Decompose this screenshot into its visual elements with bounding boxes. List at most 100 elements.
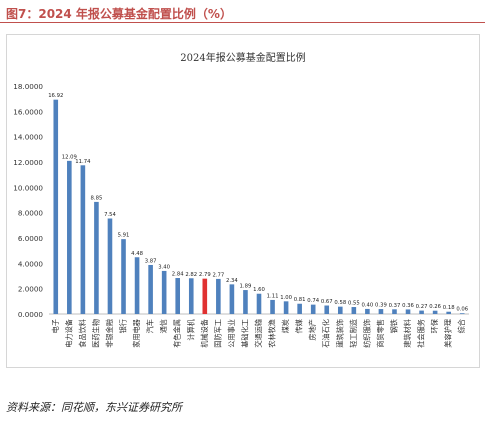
- category-label: 交通运输: [254, 319, 263, 348]
- chart-frame: 2024年报公募基金配置比例 0.0000 2.0000 4.0000 6.0000 8…: [6, 34, 480, 368]
- bar: [216, 278, 221, 314]
- category-label: 建筑材料: [403, 319, 412, 348]
- bar: [351, 307, 357, 314]
- bar: [80, 165, 86, 314]
- category-label: 房地产: [308, 319, 317, 341]
- value-label: 0.58: [334, 300, 346, 306]
- category-label: 美容护理: [444, 319, 453, 348]
- value-label: 4.48: [131, 251, 143, 257]
- category-label: 农林牧渔: [268, 319, 277, 348]
- y-tick-label: 12.0000: [13, 158, 43, 167]
- bar-chart: 2024年报公募基金配置比例 0.0000 2.0000 4.0000 6.0000 8…: [13, 51, 469, 348]
- bar: [283, 301, 289, 314]
- bar-layer: [53, 99, 465, 315]
- category-label: 综合: [457, 319, 466, 333]
- value-label: 2.82: [185, 272, 197, 278]
- value-label: 1.11: [267, 293, 279, 299]
- bar: [148, 264, 153, 314]
- bar: [53, 99, 59, 315]
- bar: [378, 309, 384, 314]
- category-label: 商贸零售: [376, 319, 385, 348]
- value-label: 12.09: [62, 154, 77, 160]
- value-label: 0.27: [416, 304, 428, 310]
- category-label: 国防军工: [213, 319, 222, 348]
- bar: [419, 310, 424, 314]
- value-label: 1.00: [280, 295, 292, 301]
- source-note: 资料来源：同花顺，东兴证券研究所: [6, 401, 182, 414]
- value-label: 5.91: [118, 233, 130, 239]
- bar: [202, 278, 208, 314]
- bar: [107, 218, 113, 314]
- y-tick-label: 0.0000: [18, 310, 44, 319]
- category-label: 建筑装饰: [335, 319, 344, 348]
- bar: [94, 201, 99, 314]
- bar: [405, 309, 411, 314]
- y-tick-label: 10.0000: [13, 183, 43, 192]
- bar: [121, 239, 126, 314]
- value-label: 0.74: [307, 298, 319, 304]
- category-label: 家用电器: [132, 319, 141, 348]
- value-label: 3.87: [145, 258, 157, 264]
- value-label: 7.54: [104, 212, 116, 218]
- value-label: 3.40: [158, 264, 170, 270]
- bar: [243, 290, 248, 314]
- y-tick-label: 8.0000: [18, 209, 44, 218]
- value-label: 0.55: [348, 301, 360, 307]
- category-label: 汽车: [146, 319, 155, 333]
- bar: [446, 311, 451, 314]
- category-label: 钢铁: [389, 319, 398, 333]
- value-label: 2.34: [226, 278, 238, 284]
- category-label: 医药生物: [91, 319, 100, 348]
- y-tick-label: 14.0000: [13, 133, 43, 142]
- category-label: 煤炭: [281, 319, 290, 333]
- bar: [229, 284, 235, 314]
- bar: [324, 305, 330, 314]
- category-label: 电子: [51, 319, 60, 333]
- value-label: 8.85: [91, 195, 103, 201]
- value-label: 11.74: [75, 159, 91, 165]
- category-label: 基础化工: [240, 319, 249, 348]
- value-label: 1.89: [240, 284, 252, 290]
- category-label: 银行: [119, 319, 128, 333]
- category-label: 非银金融: [105, 319, 114, 348]
- category-label: 计算机: [186, 318, 195, 340]
- category-label: 石油石化: [322, 319, 331, 348]
- bar: [256, 293, 262, 314]
- value-label: 2.77: [212, 272, 224, 278]
- bar: [188, 278, 194, 314]
- bar: [67, 160, 72, 314]
- category-label: 机械设备: [200, 319, 209, 348]
- bar: [134, 257, 140, 314]
- category-label: 社会服务: [417, 319, 426, 348]
- bar: [310, 304, 316, 314]
- category-label: 通信: [159, 319, 168, 333]
- value-label: 0.40: [361, 302, 373, 308]
- category-label: 纺织服饰: [362, 319, 371, 348]
- value-label: 0.39: [375, 303, 387, 309]
- category-label: 轻工制造: [349, 319, 358, 348]
- value-label: 0.06: [456, 307, 468, 313]
- bar: [161, 270, 167, 314]
- value-label: 16.92: [48, 93, 63, 99]
- bar: [337, 306, 343, 314]
- title-rule: [0, 22, 485, 23]
- category-label: 有色金属: [173, 319, 182, 348]
- bar: [365, 308, 370, 314]
- y-tick-label: 6.0000: [18, 234, 44, 243]
- value-label: 2.84: [172, 272, 184, 278]
- bar: [459, 313, 465, 314]
- bar: [297, 303, 302, 314]
- category-label: 传媒: [295, 319, 304, 333]
- y-tick-label: 16.0000: [13, 107, 43, 116]
- y-tick-label: 18.0000: [13, 82, 43, 91]
- value-label: 0.67: [321, 299, 333, 305]
- bar: [432, 310, 438, 314]
- category-label: 环保: [430, 318, 439, 333]
- x-tick-layer: 电子 电力设备 食品饮料 医药生物 非银金融 银行 家用电器 汽车 通信 有色金属 计算机 机械设备国…: [51, 318, 466, 348]
- bar: [270, 299, 275, 314]
- chart-title: 2024年报公募基金配置比例: [180, 51, 305, 64]
- value-label-layer: 16.9212.0911.748.857.545.914.483.873.402…: [48, 93, 469, 313]
- category-label: 食品饮料: [78, 319, 87, 348]
- category-label: 公用事业: [227, 319, 236, 348]
- bar: [175, 278, 181, 314]
